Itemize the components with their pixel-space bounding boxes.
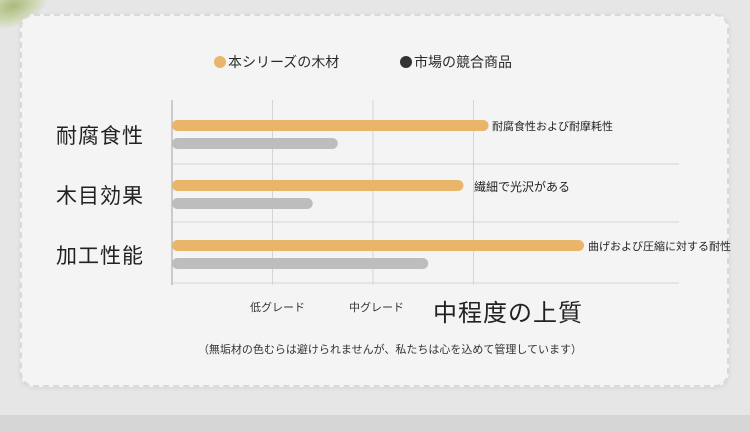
- x-tick-label-emphasis: 中程度の上質: [433, 299, 583, 327]
- footnote: （無垢材の色むらは避けられませんが、私たちは心を込めて管理しています）: [197, 343, 583, 356]
- bottom-band: [0, 415, 750, 431]
- legend-item-market: 市場の競合商品: [400, 52, 512, 72]
- bar-ours: [172, 120, 489, 131]
- category-label: 加工性能: [56, 244, 144, 268]
- bar-ours: [172, 240, 585, 251]
- chart-card: [20, 14, 729, 387]
- legend: 本シリーズの木材 市場の競合商品: [0, 52, 750, 72]
- bar-market: [172, 138, 338, 149]
- category-label: 木目効果: [56, 184, 144, 208]
- x-tick-label: 低グレード: [250, 301, 305, 314]
- x-tick-label: 中グレード: [349, 301, 404, 314]
- legend-label-ours: 本シリーズの木材: [228, 55, 340, 71]
- bar-annotation: 耐腐食性および耐摩耗性: [492, 120, 613, 133]
- legend-swatch-ours: [214, 56, 226, 68]
- legend-label-market: 市場の競合商品: [414, 55, 512, 71]
- bar-ours: [172, 180, 464, 191]
- bar-market: [172, 258, 429, 269]
- bar-annotation: 曲げおよび圧縮に対する耐性: [588, 240, 731, 253]
- bar-annotation: 繊細で光沢がある: [474, 180, 571, 194]
- category-label: 耐腐食性: [56, 124, 144, 148]
- legend-swatch-market: [400, 56, 412, 68]
- legend-item-ours: 本シリーズの木材: [214, 52, 339, 72]
- bar-market: [172, 198, 313, 209]
